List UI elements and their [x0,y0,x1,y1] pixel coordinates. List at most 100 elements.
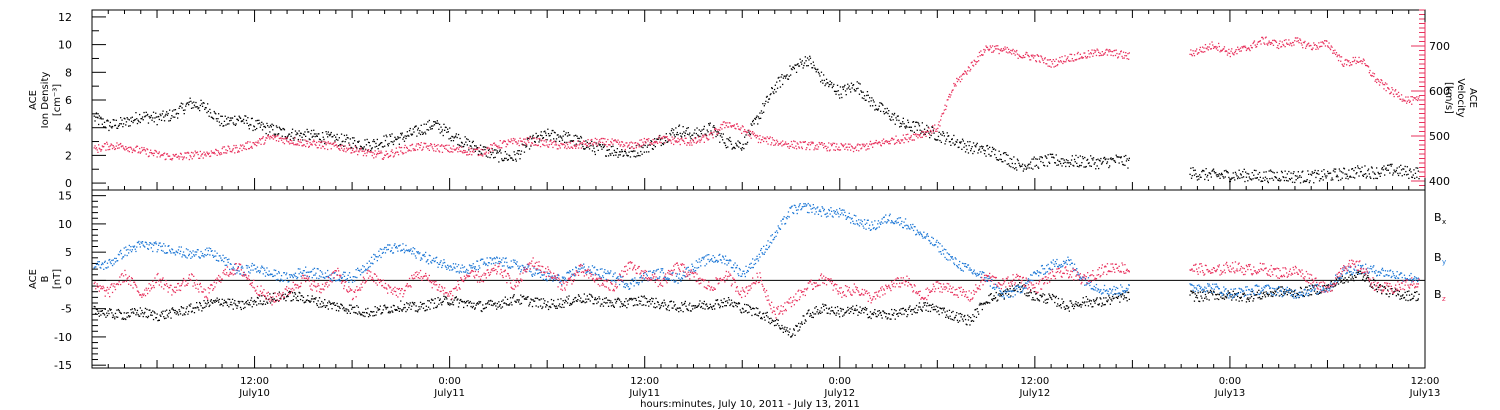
bx-point [591,296,594,298]
ion-density-point [1258,179,1260,181]
bx-point [315,297,317,299]
ion-density-point [1058,160,1060,162]
bx-point [433,307,435,309]
velocity-point [850,149,852,151]
bx-point [626,300,629,302]
ion-density-point [212,118,215,120]
velocity-point [285,137,287,139]
bx-point [923,302,925,304]
ion-density-point [255,120,257,122]
velocity-point [269,138,271,140]
bx-point [575,296,577,299]
ion-density-point [193,101,195,103]
ion-density-point [384,145,386,147]
ion-density-point [967,152,970,154]
velocity-point [858,144,861,146]
ion-density-point [1127,167,1129,169]
velocity-point [594,137,596,140]
velocity-point [942,112,945,114]
ion-density-point [212,117,214,119]
velocity-point [319,141,321,143]
bx-point [662,301,664,304]
ion-density-point [1264,176,1267,178]
bx-point [412,302,414,304]
bx-point [229,303,231,306]
velocity-point [863,145,866,148]
bx-point [541,307,543,310]
ion-density-point [1400,164,1402,166]
ion-density-point [1344,173,1346,175]
ion-density-point [790,68,793,70]
velocity-point [974,60,976,62]
bx-point [945,316,947,318]
ion-density-point [214,112,216,114]
velocity-point [1253,40,1256,42]
ion-density-point [653,144,655,146]
bx-point [786,327,788,329]
velocity-point [425,146,427,148]
velocity-point [367,150,369,152]
velocity-point [885,140,888,142]
bx-point [685,305,687,307]
bx-point [531,299,533,301]
ion-density-point [660,144,662,147]
ion-density-point [971,146,973,148]
velocity-point [1348,65,1351,67]
bx-point [402,308,404,311]
bx-point [1090,303,1092,305]
ion-density-point [888,110,890,112]
bx-point [735,304,737,306]
bx-point [473,302,475,304]
velocity-point [1042,59,1044,62]
velocity-point [1009,52,1011,54]
ion-density-point [369,145,371,147]
ion-density-point [461,142,463,144]
bx-point [854,308,856,310]
bx-point [635,299,637,301]
ion-density-point [597,149,599,151]
bx-point [833,312,835,314]
bx-point [648,305,650,307]
ion-density-point [526,145,528,147]
velocity-point [323,140,325,143]
velocity-point [1377,78,1379,81]
bx-point [719,307,721,309]
bx-point [169,311,171,313]
velocity-point [1080,57,1082,59]
velocity-point [234,147,237,149]
velocity-point [182,158,184,161]
ion-density-point [447,131,449,133]
velocity-point [857,143,859,145]
ion-density-point [1340,171,1343,173]
velocity-point [340,147,343,149]
velocity-point [414,148,416,150]
ion-density-point [485,146,487,148]
ion-density-point [844,84,846,86]
bx-point [738,302,740,304]
ion-density-point [1214,172,1216,174]
bx-point [493,303,495,305]
velocity-point [760,139,763,141]
velocity-point [971,61,973,63]
velocity-point [494,144,496,146]
ion-density-point [1386,169,1388,171]
bx-point [340,303,343,306]
ion-density-point [232,122,234,124]
bx-point [440,302,442,304]
bx-point [114,318,116,320]
velocity-point [577,140,579,142]
velocity-point [1269,42,1271,44]
bx-point [899,309,901,311]
ion-density-point [1221,173,1223,176]
velocity-point [1215,45,1217,48]
ion-density-point [1259,176,1261,178]
ion-density-point [274,134,276,136]
ion-density-point [688,134,690,136]
ion-density-point [790,74,792,76]
ion-density-point [759,112,761,114]
velocity-point [1261,36,1264,39]
velocity-point [310,143,312,146]
ion-density-point [729,136,731,139]
bx-point [817,313,820,315]
ion-density-point [1308,181,1310,184]
